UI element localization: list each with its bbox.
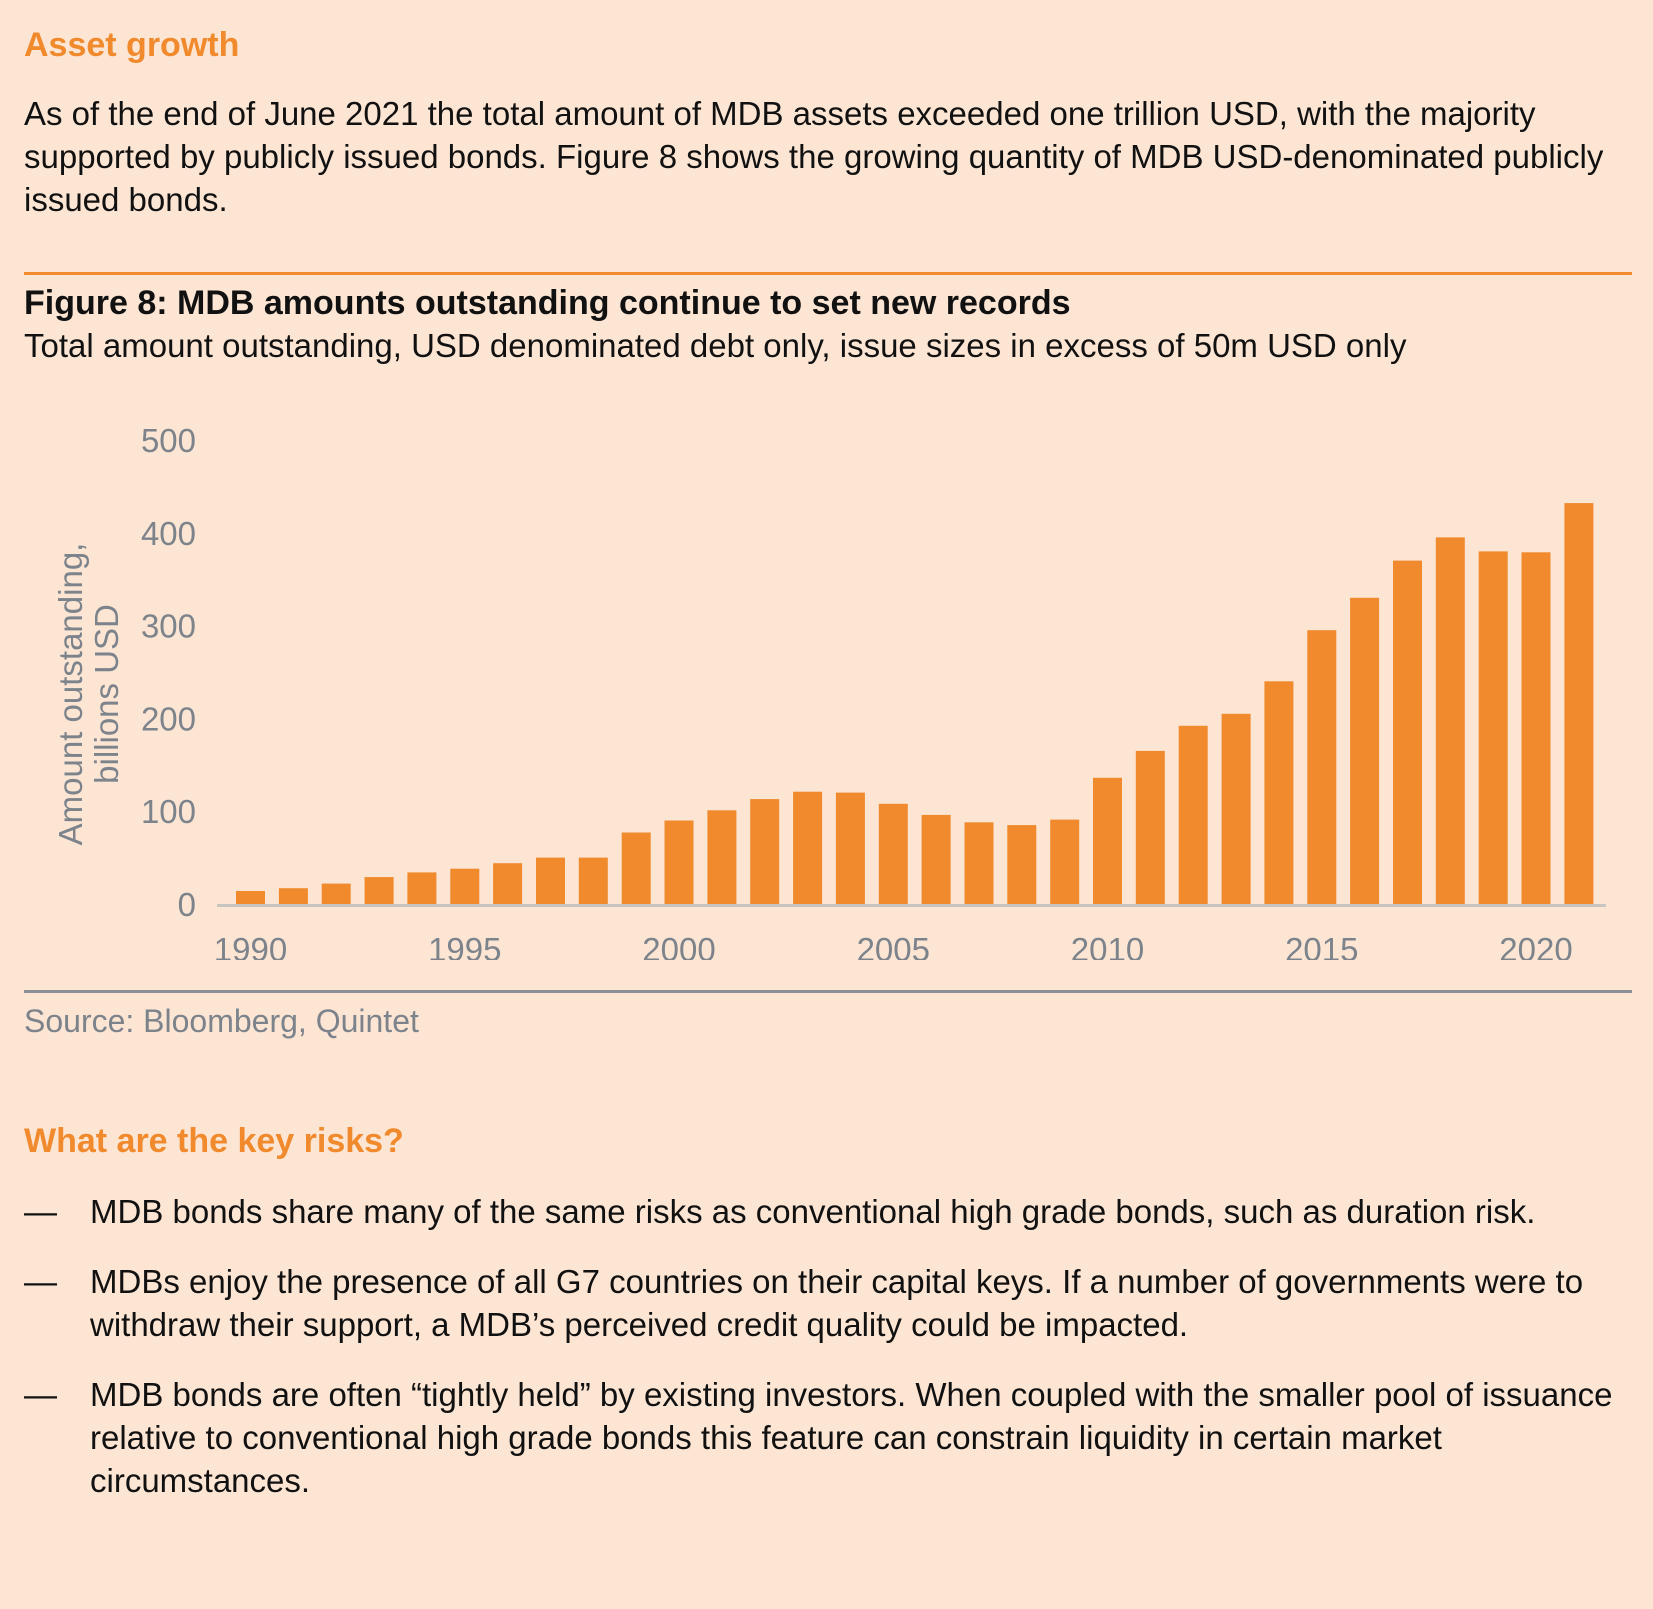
- bar-1990: [236, 891, 265, 904]
- dash-bullet: —: [24, 1263, 57, 1300]
- bar-1999: [621, 832, 651, 904]
- list-item: — MDBs enjoy the presence of all G7 coun…: [24, 1260, 1632, 1346]
- x-axis-tick-labels: 1990 1995 2000 2005 2010 2015 2020: [214, 931, 1573, 960]
- y-tick-label: 500: [141, 422, 196, 459]
- bar-2001: [707, 810, 737, 904]
- bar-2017: [1393, 560, 1422, 904]
- figure-subtitle: Total amount outstanding, USD denominate…: [24, 327, 1407, 364]
- risk-text: MDB bonds share many of the same risks a…: [90, 1193, 1536, 1230]
- bar-1991: [278, 888, 308, 904]
- bar-2009: [1050, 819, 1080, 904]
- x-tick-label: 2005: [857, 931, 930, 960]
- risk-text: MDB bonds are often “tightly held” by ex…: [90, 1376, 1613, 1499]
- x-tick-label: 1990: [214, 931, 287, 960]
- bar-2008: [1007, 825, 1037, 904]
- figure-source: Source: Bloomberg, Quintet: [24, 1003, 419, 1039]
- y-tick-label: 200: [141, 700, 196, 737]
- bar-2000: [664, 820, 694, 904]
- bar-1992: [321, 883, 351, 904]
- bar-2021: [1564, 503, 1594, 904]
- figure-title: Figure 8: MDB amounts outstanding contin…: [24, 284, 1071, 322]
- list-item: — MDB bonds are often “tightly held” by …: [24, 1373, 1632, 1502]
- bar-1998: [578, 857, 608, 904]
- bar-1995: [450, 868, 480, 904]
- bar-2015: [1307, 630, 1337, 904]
- bar-2002: [750, 799, 780, 904]
- y-tick-label: 0: [178, 886, 196, 923]
- x-tick-label: 2015: [1285, 931, 1358, 960]
- bar-2013: [1221, 713, 1251, 904]
- y-axis-label: Amount outstanding,billions USD: [52, 543, 125, 846]
- bar-chart: Amount outstanding,billions USD 0 100 200 3…: [52, 422, 1606, 960]
- bar-2010: [1093, 777, 1122, 904]
- x-tick-label: 2010: [1071, 931, 1144, 960]
- y-tick-label: 300: [141, 608, 196, 645]
- bar-2004: [835, 792, 865, 904]
- bar-1996: [493, 863, 523, 904]
- risk-text: MDBs enjoy the presence of all G7 countr…: [90, 1263, 1584, 1343]
- bar-2020: [1521, 552, 1551, 904]
- section-heading-asset-growth: Asset growth: [24, 26, 240, 64]
- figure-top-rule: [24, 272, 1632, 275]
- bar-1997: [536, 857, 565, 904]
- x-tick-label: 1995: [428, 931, 501, 960]
- section-heading-key-risks: What are the key risks?: [24, 1122, 404, 1160]
- bar-2016: [1350, 597, 1380, 904]
- bar-2005: [878, 803, 908, 904]
- y-tick-label: 100: [141, 793, 196, 830]
- bars: [236, 503, 1594, 904]
- bar-2014: [1264, 681, 1294, 904]
- x-tick-label: 2000: [642, 931, 715, 960]
- y-axis-title: Amount outstanding,billions USD: [52, 543, 125, 846]
- intro-paragraph: As of the end of June 2021 the total amo…: [24, 95, 1604, 218]
- list-item: — MDB bonds share many of the same risks…: [24, 1190, 1632, 1233]
- x-tick-label: 2020: [1499, 931, 1572, 960]
- y-tick-label: 400: [141, 515, 196, 552]
- bar-2007: [964, 822, 994, 904]
- bar-1994: [407, 872, 437, 904]
- bar-2019: [1478, 551, 1508, 904]
- bar-2018: [1435, 537, 1465, 904]
- figure-bottom-rule: [24, 990, 1632, 993]
- dash-bullet: —: [24, 1376, 57, 1413]
- bar-2003: [793, 791, 823, 904]
- risk-list: — MDB bonds share many of the same risks…: [24, 1190, 1632, 1529]
- dash-bullet: —: [24, 1193, 57, 1230]
- bar-2006: [921, 814, 951, 904]
- y-axis-tick-labels: 0 100 200 300 400 500: [141, 422, 196, 923]
- bar-1993: [364, 877, 394, 904]
- bar-2012: [1178, 725, 1208, 904]
- bar-2011: [1135, 750, 1165, 904]
